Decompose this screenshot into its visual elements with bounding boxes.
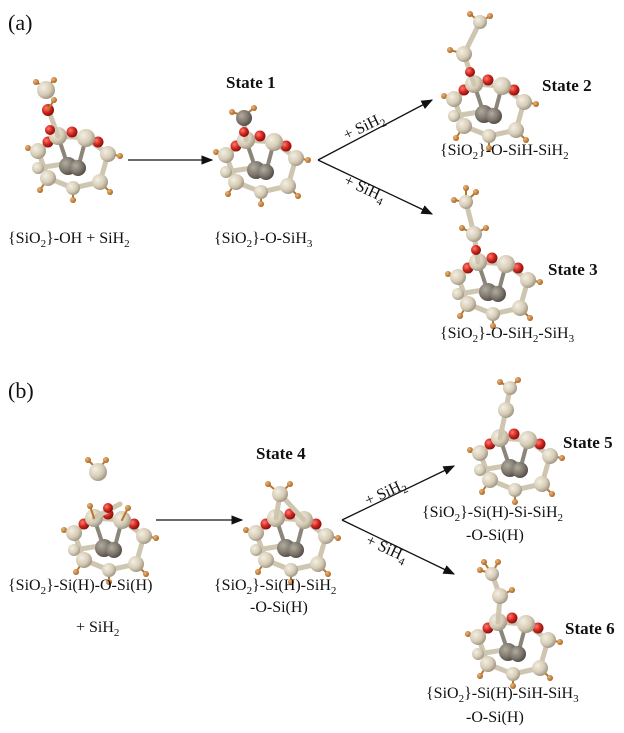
formula-state-2: {SiO2}-O-SiH-SiH2 [440,142,569,162]
formula-b-reactant: {SiO2}-Si(H)-O-Si(H) [8,577,152,597]
panel-label-a: (a) [8,10,32,35]
molecule-state-3 [445,185,543,329]
formula-state-3: {SiO2}-O-SiH2-SiH3 [440,325,575,345]
molecule-state-4 [243,481,341,585]
free-sih2-molecule-b [85,457,109,481]
formula-state-5-line2: -O-Si(H) [466,527,524,544]
molecule-state-1 [213,105,311,207]
arrow-b-up-label: + SiH2 [362,476,410,512]
state-5-label: State 5 [563,433,613,452]
molecule-a-reactant [25,77,123,203]
state-4-label: State 4 [256,444,306,463]
state-3-label: State 3 [548,260,598,279]
molecule-state-6 [465,559,563,689]
formula-state-5: {SiO2}-Si(H)-Si-SiH2 [422,504,563,524]
molecule-b-reactant [61,457,159,585]
formula-state-6-line2: -O-Si(H) [466,709,524,726]
formula-a-reactant: {SiO2}-OH + SiH2 [8,230,130,250]
state-6-label: State 6 [565,619,615,638]
formula-state-6: {SiO2}-Si(H)-SiH-SiH3 [426,685,579,705]
molecule-state-5 [467,377,565,505]
state-2-label: State 2 [542,76,592,95]
free-sih2-molecule-a [33,77,57,99]
panel-label-b: (b) [8,378,34,403]
arrow-a-up-label: + SiH2 [341,110,389,147]
formula-state-4-line2: -O-Si(H) [250,599,308,616]
arrow-a-down [317,159,434,215]
molecule-state-2 [441,11,539,151]
formula-state-4: {SiO2}-Si(H)-SiH2 [214,577,336,597]
formula-b-reactant-line2: + SiH2 [76,619,119,639]
arrow-b-up [341,465,456,521]
arrow-b-down-label: + SiH4 [362,532,410,569]
arrow-b-down [341,519,456,575]
arrow-a-down-label: + SiH4 [340,172,388,209]
state-1-label: State 1 [226,73,276,92]
arrow-a-up [317,99,434,161]
formula-state-1: {SiO2}-O-SiH3 [214,230,313,250]
